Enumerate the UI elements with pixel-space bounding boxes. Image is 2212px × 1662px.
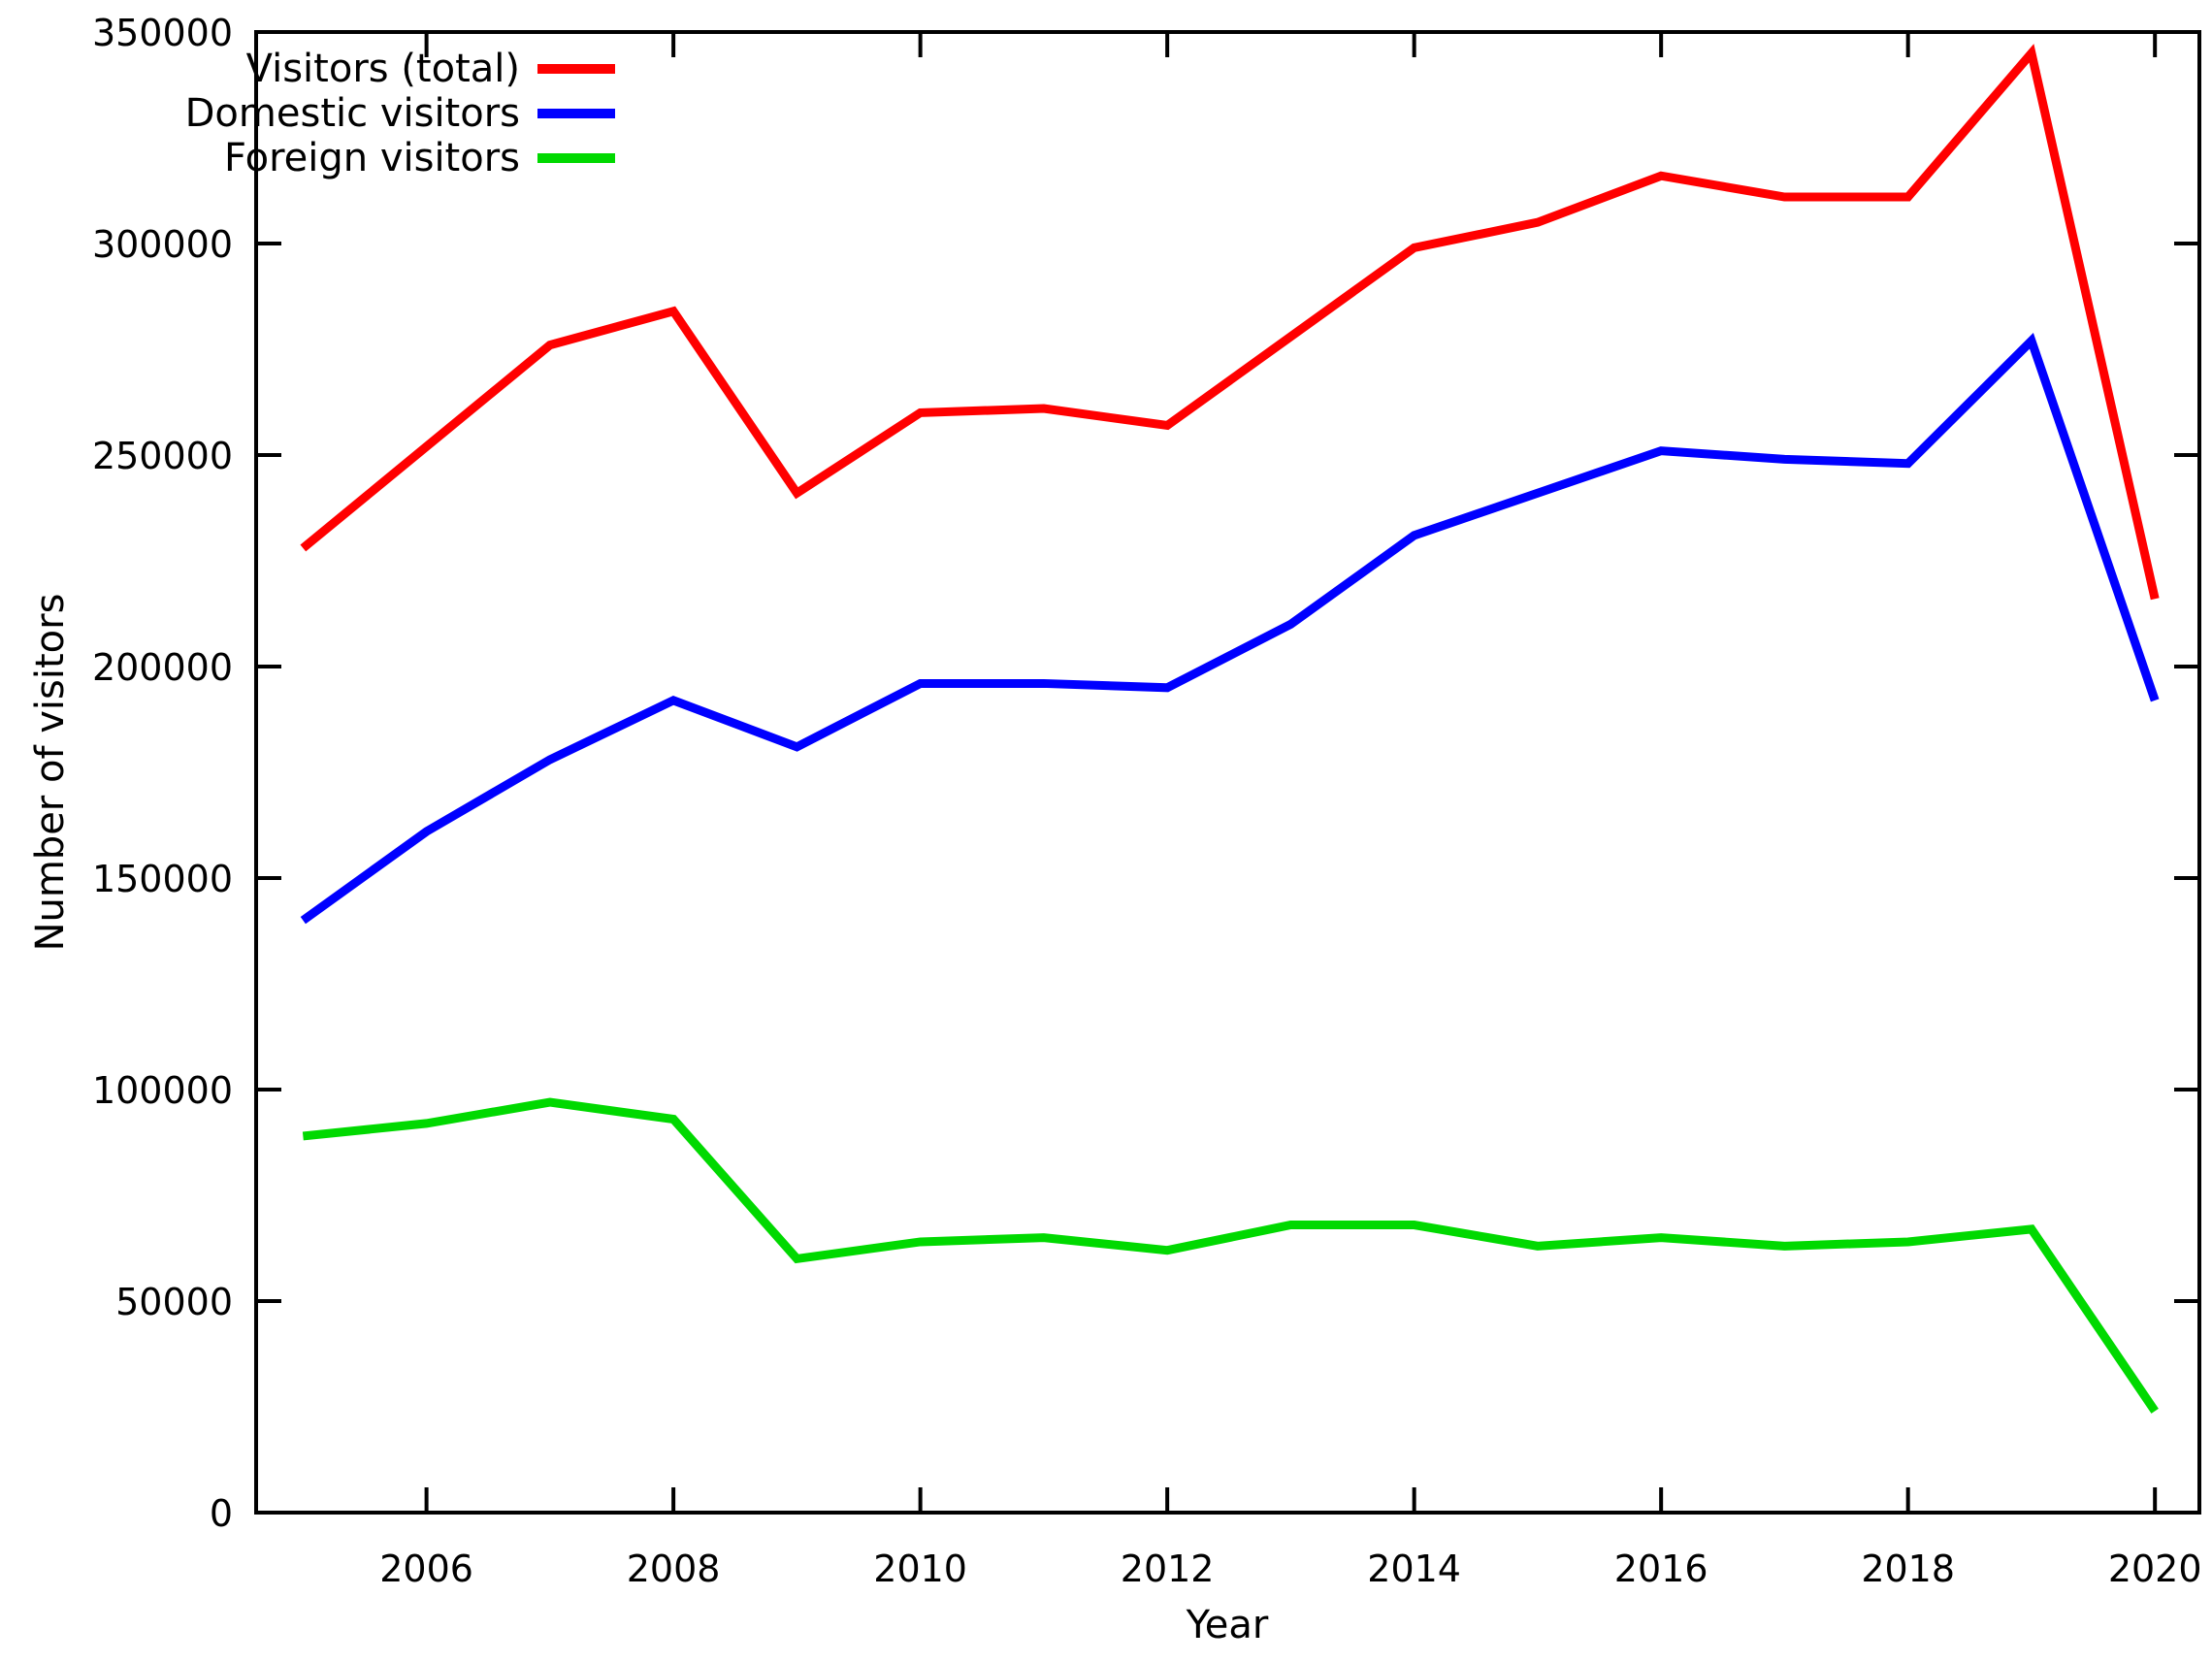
y-axis-tick-label: 150000 [92,858,233,900]
y-axis-tick-label: 300000 [92,223,233,266]
series-line-foreign-visitors [302,1097,2159,1414]
x-axis-tick-label: 2016 [1614,1548,1708,1590]
legend-label-domestic: Domestic visitors [184,91,520,136]
legend-row: Domestic visitors [146,91,615,136]
legend-line-sample-total [537,64,615,74]
y-axis-tick-label: 50000 [115,1281,233,1323]
legend-row: Foreign visitors [146,136,615,180]
x-axis-tick-label: 2012 [1121,1548,1215,1590]
series-line-visitors-total [300,44,2160,601]
y-axis-title: Number of visitors [28,593,73,952]
x-axis-tick-label: 2020 [2108,1548,2202,1590]
plot-border [254,30,2201,1515]
x-axis-tick-label: 2018 [1861,1548,1955,1590]
x-axis-tick-label: 2006 [379,1548,473,1590]
legend-label-foreign: Foreign visitors [224,136,520,180]
x-axis-tick-label: 2014 [1367,1548,1461,1590]
y-axis-tick-label: 0 [210,1492,233,1535]
series-line-domestic-visitors [300,333,2160,925]
y-axis-tick-label: 100000 [92,1069,233,1112]
y-axis-tick-label: 250000 [92,435,233,477]
x-axis-tick-label: 2008 [627,1548,721,1590]
legend: Visitors (total) Domestic visitors Forei… [146,47,615,180]
x-axis-title: Year [1186,1603,1269,1647]
y-axis-tick-label: 350000 [92,12,233,54]
legend-line-sample-domestic [537,109,615,118]
legend-line-sample-foreign [537,153,615,163]
y-axis-tick-label: 200000 [92,646,233,689]
legend-label-total: Visitors (total) [245,47,520,91]
x-axis-tick-label: 2010 [873,1548,967,1590]
legend-row: Visitors (total) [146,47,615,91]
